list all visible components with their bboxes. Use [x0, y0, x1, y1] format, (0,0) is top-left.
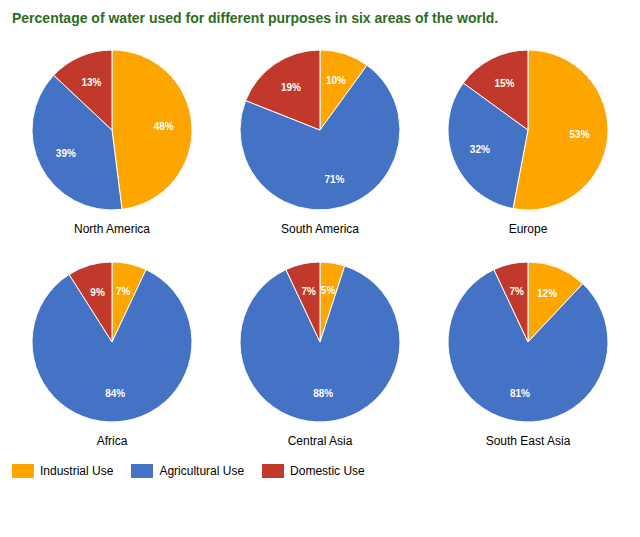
svg-text:81%: 81%: [510, 388, 530, 399]
svg-text:32%: 32%: [470, 144, 490, 155]
svg-text:71%: 71%: [324, 174, 344, 185]
html-text:Europe: Europe: [508, 222, 548, 236]
html-text:Percentage of water used for d: Percentage of water used for different p…: [12, 10, 499, 26]
html-text:Central Asia: Central Asia: [287, 434, 353, 448]
svg-text:19%: 19%: [281, 82, 301, 93]
svg-text:9%: 9%: [90, 287, 105, 298]
svg-text:5%: 5%: [321, 285, 336, 296]
svg-text:10%: 10%: [326, 75, 346, 86]
html-text:Industrial Use: Industrial Use: [40, 464, 114, 478]
html-text:South America: South America: [281, 222, 359, 236]
html-text:Agricultural Use: Agricultural Use: [159, 464, 245, 478]
svg-text:53%: 53%: [570, 129, 590, 140]
html-text:Africa: Africa: [96, 434, 128, 448]
html-text:North America: North America: [74, 222, 150, 236]
svg-text:84%: 84%: [105, 388, 125, 399]
html-text:South East Asia: South East Asia: [485, 434, 571, 448]
html-text:Domestic Use: Domestic Use: [290, 464, 365, 478]
svg-text:39%: 39%: [56, 148, 76, 159]
svg-text:7%: 7%: [301, 286, 316, 297]
svg-text:12%: 12%: [537, 288, 557, 299]
svg-text:7%: 7%: [509, 286, 524, 297]
svg-text:15%: 15%: [494, 78, 514, 89]
svg-text:7%: 7%: [116, 286, 131, 297]
svg-text:88%: 88%: [313, 388, 333, 399]
svg-text:48%: 48%: [154, 121, 174, 132]
svg-text:13%: 13%: [81, 77, 101, 88]
